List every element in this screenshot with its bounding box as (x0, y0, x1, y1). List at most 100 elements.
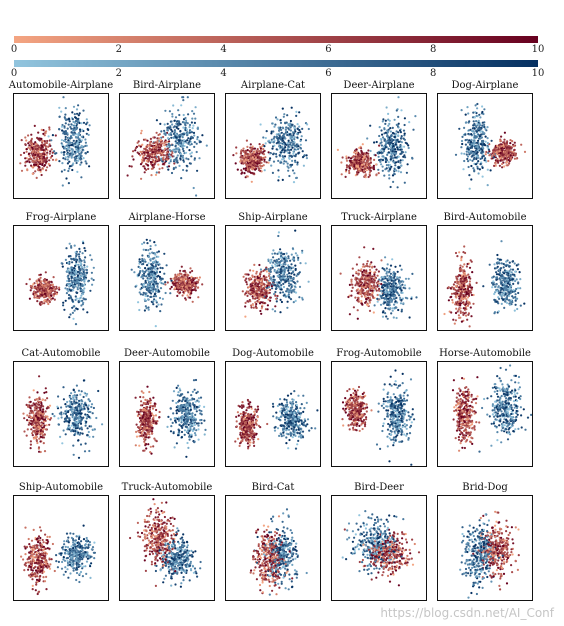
blue-point (395, 109, 398, 112)
red-point (240, 150, 243, 153)
red-point (354, 158, 357, 161)
blue-point (385, 106, 388, 109)
blue-point (60, 151, 63, 154)
red-point (40, 152, 43, 155)
red-point (37, 131, 40, 134)
blue-point (483, 123, 486, 126)
red-point (269, 288, 272, 291)
blue-point (407, 146, 410, 150)
blue-point (297, 152, 300, 155)
blue-point (398, 294, 401, 297)
red-point (160, 143, 163, 147)
blue-point (281, 259, 284, 262)
blue-point (192, 112, 196, 115)
blue-point (50, 139, 53, 142)
red-point (269, 299, 272, 302)
blue-point (272, 256, 275, 259)
red-point (242, 275, 245, 278)
blue-point (267, 286, 271, 289)
blue-point (83, 280, 86, 283)
red-point (27, 146, 30, 149)
blue-point (70, 127, 73, 130)
blue-point (64, 117, 67, 120)
red-point (497, 148, 500, 151)
blue-point (393, 135, 396, 139)
red-point (345, 164, 348, 167)
blue-point (475, 154, 478, 157)
red-point (261, 304, 264, 307)
blue-point (58, 115, 61, 118)
blue-point (470, 155, 473, 158)
blue-point (78, 143, 81, 146)
blue-point (85, 162, 88, 165)
red-point (131, 155, 134, 158)
blue-point (74, 251, 77, 254)
red-point (256, 152, 259, 155)
blue-point (279, 286, 282, 289)
blue-point (149, 257, 152, 260)
blue-point (168, 110, 171, 113)
blue-point (472, 167, 475, 170)
blue-point (292, 150, 295, 153)
blue-point (169, 160, 172, 163)
blue-point (54, 152, 57, 155)
blue-point (296, 123, 299, 126)
blue-point (192, 124, 195, 127)
blue-point (172, 149, 175, 153)
blue-point (287, 282, 291, 285)
blue-point (280, 266, 283, 269)
red-point (250, 306, 253, 309)
blue-point (149, 287, 152, 290)
blue-point (178, 113, 181, 117)
red-point (245, 283, 249, 286)
red-point (500, 145, 503, 148)
blue-point (71, 111, 74, 114)
blue-point (272, 141, 275, 144)
blue-point (474, 104, 477, 107)
blue-point (198, 157, 201, 160)
blue-point (476, 145, 479, 148)
blue-point (177, 127, 180, 130)
blue-point (84, 152, 87, 155)
blue-point (158, 275, 161, 279)
red-point (496, 153, 499, 156)
red-point (244, 151, 247, 154)
blue-point (402, 129, 406, 132)
red-point (362, 171, 365, 174)
red-point (249, 293, 252, 296)
red-point (191, 289, 194, 292)
blue-point (279, 121, 283, 124)
colorbar-tick-label: 4 (220, 68, 227, 79)
blue-point (302, 164, 305, 167)
red-point (42, 278, 46, 282)
blue-point (83, 271, 86, 274)
blue-point (144, 248, 148, 252)
red-point (244, 301, 247, 304)
blue-point (279, 311, 282, 314)
red-point (186, 286, 189, 289)
blue-point (72, 317, 75, 320)
blue-point (284, 128, 287, 131)
blue-point (191, 127, 194, 130)
scatter-plot (336, 96, 417, 189)
blue-point (71, 168, 74, 172)
blue-point (165, 145, 168, 148)
red-point (501, 154, 504, 157)
red-point (39, 158, 43, 161)
red-point (187, 286, 191, 289)
blue-point (470, 178, 473, 181)
blue-point (63, 153, 66, 156)
blue-point (279, 128, 282, 131)
blue-point (64, 258, 67, 261)
blue-point (264, 136, 267, 140)
red-point (42, 158, 45, 161)
red-point (190, 281, 194, 284)
blue-point (76, 270, 80, 273)
red-point (155, 131, 158, 134)
red-point (36, 300, 39, 303)
blue-point (397, 134, 400, 137)
scatter-plot (25, 240, 95, 326)
blue-point (66, 158, 69, 161)
red-point (260, 312, 263, 315)
red-point (259, 286, 262, 289)
